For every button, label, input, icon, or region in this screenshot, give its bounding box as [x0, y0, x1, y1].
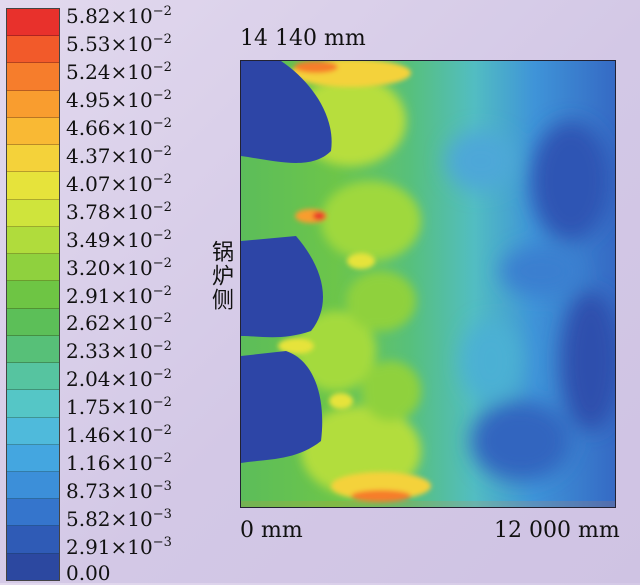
colorbar-swatch: [7, 226, 59, 255]
colorbar-swatch: [7, 335, 59, 364]
colorbar-tick-label: 4.07×10−2: [66, 171, 172, 196]
colorbar-tick-label: 3.20×10−2: [66, 255, 172, 280]
colorbar-swatch: [7, 444, 59, 472]
colorbar-tick-label: 5.24×10−2: [66, 59, 172, 84]
colorbar-tick-label: 2.04×10−2: [66, 367, 172, 392]
side-label: 锅炉侧: [208, 240, 233, 312]
colorbar: [6, 8, 60, 581]
warm-zones: [296, 76, 421, 496]
colorbar-swatch: [7, 390, 59, 418]
boiler-side-inlets: [241, 61, 332, 463]
colorbar-tick-label: 3.49×10−2: [66, 227, 172, 252]
hot-spots: [278, 61, 431, 502]
colorbar-swatch: [7, 471, 59, 500]
colorbar-swatch: [7, 499, 59, 527]
colorbar-tick-label: 5.53×10−2: [66, 31, 172, 56]
colorbar-swatch: [7, 363, 59, 391]
colorbar-swatch: [7, 36, 59, 64]
colorbar-swatch: [7, 9, 59, 37]
colorbar-tick-label: 1.75×10−2: [66, 395, 172, 420]
colorbar-swatch: [7, 145, 59, 173]
x-end-label: 12 000 mm: [494, 518, 620, 543]
colorbar-tick-label: 2.33×10−2: [66, 339, 172, 364]
colorbar-tick-label: 2.91×10−2: [66, 283, 172, 308]
colorbar-swatch: [7, 90, 59, 118]
colorbar-tick-label: 1.46×10−2: [66, 423, 172, 448]
colorbar-swatch: [7, 553, 59, 580]
colorbar-swatch: [7, 308, 59, 336]
colorbar-swatch: [7, 281, 59, 309]
colorbar-swatch: [7, 254, 59, 282]
colorbar-tick-label: 2.91×10−3: [66, 534, 172, 559]
colorbar-swatch: [7, 526, 59, 554]
colorbar-swatch: [7, 117, 59, 146]
top-distance-label: 14 140 mm: [240, 26, 366, 51]
x-start-label: 0 mm: [240, 518, 303, 543]
colorbar-tick-label: 4.37×10−2: [66, 143, 172, 168]
colorbar-tick-label: 2.62×10−2: [66, 311, 172, 336]
colorbar-tick-label: 3.78×10−2: [66, 199, 172, 224]
colorbar-tick-label: 4.95×10−2: [66, 87, 172, 112]
colorbar-swatch: [7, 417, 59, 445]
colorbar-swatch: [7, 63, 59, 91]
colorbar-swatch: [7, 199, 59, 227]
colorbar-tick-label: 1.16×10−2: [66, 451, 172, 476]
contour-plot: [240, 60, 616, 508]
colorbar-tick-label: 5.82×10−2: [66, 3, 172, 28]
colorbar-swatch: [7, 172, 59, 200]
colorbar-tick-label: 4.66×10−2: [66, 115, 172, 140]
colorbar-tick-label: 8.73×10−3: [66, 478, 172, 503]
contour-field: [241, 61, 615, 507]
colorbar-tick-label: 0.00: [66, 561, 111, 585]
cool-zones: [446, 121, 615, 481]
colorbar-tick-label: 5.82×10−3: [66, 506, 172, 531]
